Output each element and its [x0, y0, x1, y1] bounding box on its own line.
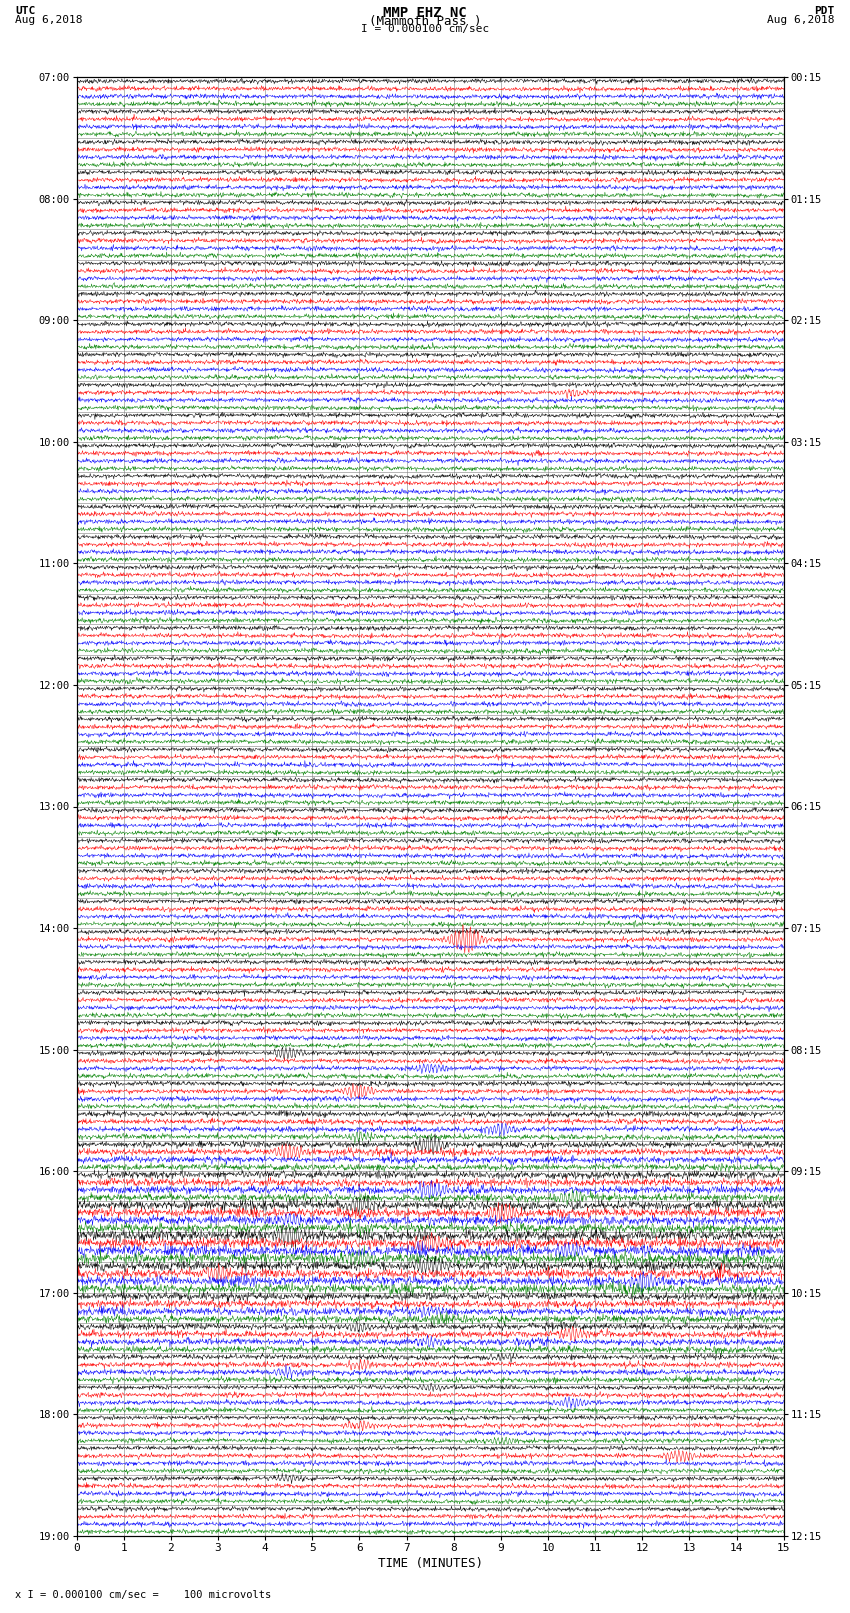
Text: (Mammoth Pass ): (Mammoth Pass ) [369, 16, 481, 29]
Text: MMP EHZ NC: MMP EHZ NC [383, 6, 467, 21]
Text: I = 0.000100 cm/sec: I = 0.000100 cm/sec [361, 24, 489, 34]
Text: Aug 6,2018: Aug 6,2018 [768, 16, 835, 26]
Text: Aug 6,2018: Aug 6,2018 [15, 16, 82, 26]
Text: x I = 0.000100 cm/sec =    100 microvolts: x I = 0.000100 cm/sec = 100 microvolts [15, 1590, 271, 1600]
Text: UTC: UTC [15, 6, 36, 16]
X-axis label: TIME (MINUTES): TIME (MINUTES) [377, 1557, 483, 1569]
Text: PDT: PDT [814, 6, 835, 16]
